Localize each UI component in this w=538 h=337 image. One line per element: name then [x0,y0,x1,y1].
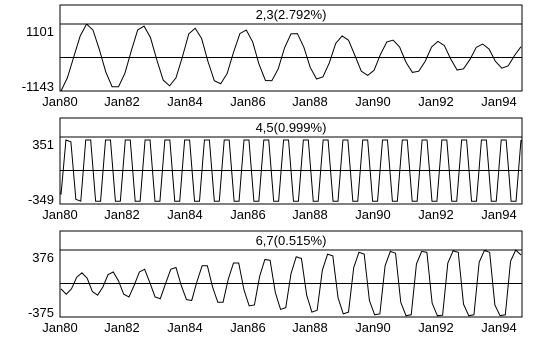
xtick-label: Jan94 [481,320,516,335]
xtick-label: Jan80 [42,207,77,222]
xtick-label: Jan94 [481,94,516,109]
xtick-label: Jan92 [418,207,453,222]
xtick-label: Jan88 [292,320,327,335]
xtick-label: Jan84 [167,320,202,335]
chart-title-3: 6,7(0.515%) [256,233,327,248]
ytick-bottom-3: -375 [28,305,54,320]
xtick-label: Jan84 [167,94,202,109]
chart-svg-2: 4,5(0.999%) 351 -349 Jan80 Jan82 Jan84 J… [28,117,523,222]
xtick-label: Jan82 [104,207,139,222]
series-line-2 [60,139,522,202]
xtick-label: Jan80 [42,320,77,335]
chart-title-1: 2,3(2.792%) [256,7,327,22]
ytick-top-3: 376 [32,250,54,265]
xtick-label: Jan86 [230,207,265,222]
series-line-3 [60,249,522,317]
xtick-label: Jan88 [292,94,327,109]
xtick-labels-2: Jan80 Jan82 Jan84 Jan86 Jan88 Jan90 Jan9… [42,207,516,222]
chart-title-2: 4,5(0.999%) [256,120,327,135]
chart-panel-1: 2,3(2.792%) 1101 -1143 Jan80 Jan82 Jan84… [2,0,536,110]
xtick-label: Jan90 [355,207,390,222]
xtick-label: Jan92 [418,94,453,109]
xtick-label: Jan86 [230,94,265,109]
xtick-labels-3: Jan80 Jan82 Jan84 Jan86 Jan88 Jan90 Jan9… [42,320,516,335]
xtick-label: Jan82 [104,320,139,335]
xtick-label: Jan80 [42,94,77,109]
ytick-bottom-2: -349 [28,192,54,207]
xtick-label: Jan90 [355,320,390,335]
ytick-top-1: 1101 [26,24,54,39]
xtick-label: Jan88 [292,207,327,222]
chart-panel-2: 4,5(0.999%) 351 -349 Jan80 Jan82 Jan84 J… [2,113,536,223]
xtick-label: Jan84 [167,207,202,222]
xtick-label: Jan90 [355,94,390,109]
xtick-labels-1: Jan80 Jan82 Jan84 Jan86 Jan88 Jan90 Jan9… [42,94,516,109]
chart-svg-3: 6,7(0.515%) 376 -375 Jan80 Jan82 Jan84 J… [28,230,523,335]
chart-panel-3: 6,7(0.515%) 376 -375 Jan80 Jan82 Jan84 J… [2,226,536,336]
ytick-bottom-1: -1143 [22,79,54,94]
ytick-top-2: 351 [32,137,54,152]
xtick-label: Jan86 [230,320,265,335]
xtick-label: Jan94 [481,207,516,222]
chart-svg-1: 2,3(2.792%) 1101 -1143 Jan80 Jan82 Jan84… [22,4,523,109]
xtick-label: Jan92 [418,320,453,335]
xtick-label: Jan82 [104,94,139,109]
series-line-1 [60,23,522,92]
